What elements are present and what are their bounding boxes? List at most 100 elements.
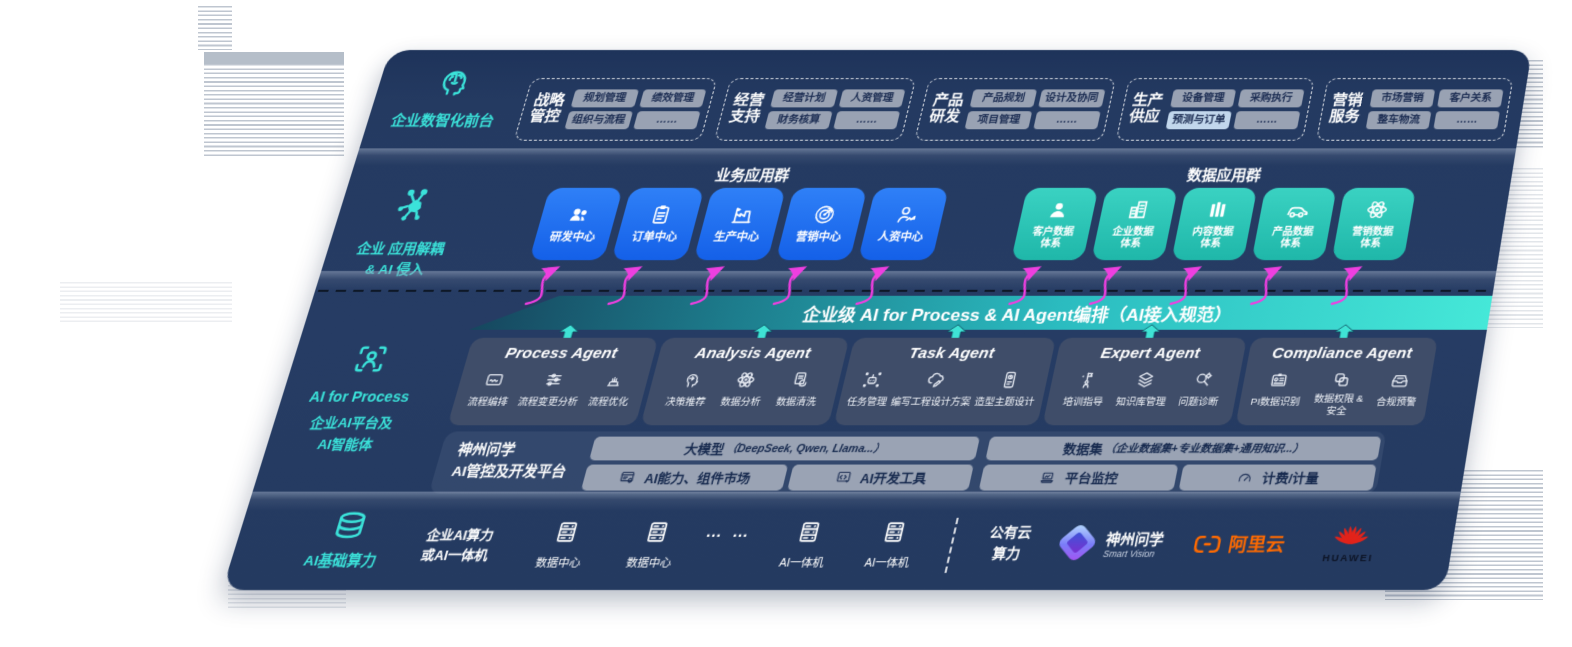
ai-label-zh1: 企业AI平台及: [279, 413, 424, 434]
card-rd-center: 研发中心: [529, 188, 623, 260]
compliance-agent: Compliance Agent PI数据识别 数据权限 & 安全 合规预警: [1235, 338, 1438, 425]
capability-label: 数据权限 & 安全: [1305, 394, 1370, 418]
cloud-edit-icon: [922, 369, 949, 390]
card-marketing-center: 营销中心: [776, 188, 868, 260]
node-label: 数据中心: [602, 555, 696, 571]
optimize-icon: [600, 369, 628, 390]
hr-icon: [890, 203, 921, 227]
design-icon: [996, 369, 1023, 390]
capability-label: 流程变更分析: [516, 394, 580, 408]
head-brain-icon: [430, 63, 479, 99]
capability-chip: 人资管理: [838, 89, 905, 107]
capability-label: 问题诊断: [1177, 394, 1220, 408]
capability-chip: 财务核算: [765, 111, 833, 129]
scanline-artifact: [204, 64, 344, 156]
server-icon: [792, 519, 825, 545]
model-bar-note: （DeepSeek, Qwen, Llama...）: [724, 441, 886, 457]
smart-vision-sub: Smart Vision: [1102, 548, 1162, 559]
capability-label: 流程编排: [466, 394, 510, 408]
capability-label: 合规预警: [1375, 394, 1417, 408]
platform-left-grid: 大模型 （DeepSeek, Qwen, Llama...） AI能力、组件市场…: [581, 437, 980, 491]
smart-vision-diamond-icon: [1057, 522, 1098, 562]
agent-title: Task Agent: [852, 345, 1050, 362]
datacenter-node: 数据中心: [511, 519, 615, 571]
group-operations: 经营支持 经营计划 人资管理 财务核算 ……: [714, 78, 916, 141]
vertical-dashed-divider: [944, 518, 958, 573]
target-icon: [808, 203, 840, 227]
card-label: 订单中心: [630, 232, 679, 245]
cloud-line2: 算力: [967, 543, 1046, 564]
card-hr-center: 人资中心: [858, 188, 949, 260]
dataset-bar-note: （企业数据集+专业数据集+通用知识...）: [1103, 441, 1305, 457]
model-bar: 大模型 （DeepSeek, Qwen, Llama...）: [589, 437, 980, 461]
capability-chip: 客户关系: [1438, 89, 1504, 107]
group-strategy: 战略管控 规划管理 绩效管理 组织与流程 ……: [514, 78, 718, 141]
capability-label: PI数据识别: [1250, 394, 1302, 408]
capability-label: 数据分析: [719, 394, 762, 408]
front-office-title: 企业数智化前台: [365, 110, 520, 130]
card-production-center: 生产中心: [694, 188, 786, 260]
server-icon: [640, 519, 673, 545]
card-enterprise-data: 企业数据体系: [1091, 188, 1178, 260]
ai-for-process-label: AI for Process 企业AI平台及 AI智能体: [272, 341, 445, 456]
capability-label: 数据清洗: [775, 394, 818, 408]
compute-row: AI基础算力 企业AI算力 或AI一体机 数据中心 数据中心 … … AI一体机…: [223, 508, 1458, 586]
row-divider: [354, 148, 1516, 165]
card-label: 客户数据体系: [1026, 227, 1078, 251]
agent-capability: 知识库管理: [1115, 369, 1172, 408]
agent-capability: 培训指导: [1062, 369, 1110, 408]
capability-chip: 项目管理: [965, 111, 1032, 129]
group-title: 战略管控: [526, 93, 567, 125]
enterprise-line2: 或AI一体机: [390, 546, 519, 566]
capability-label: 流程优化: [587, 394, 631, 408]
business-app-cards: 研发中心 订单中心 生产中心 营销中心 人资中心: [529, 188, 949, 260]
agent-capability: 决策推荐: [664, 369, 714, 408]
server-icon: [878, 519, 911, 545]
enterprise-compute-label: 企业AI算力 或AI一体机: [390, 526, 525, 566]
business-apps-header: 业务应用群: [551, 165, 955, 185]
ai-orchestration-band: 企业级 AI for Process & AI Agent编排（AI接入规范）: [469, 296, 1493, 330]
agent-capability: 流程编排: [466, 369, 517, 408]
permission-icon: [1329, 369, 1355, 390]
data-clean-icon: [788, 369, 815, 390]
scanline-artifact: [60, 282, 232, 322]
card-product-data: 产品数据体系: [1252, 188, 1337, 260]
ai-capability-market-cell: AI能力、组件市场: [581, 465, 788, 491]
server-icon: [550, 519, 584, 545]
capability-label: 编写工程设计方案: [890, 394, 973, 408]
capability-chip: 产品规划: [970, 89, 1037, 107]
atom-icon: [1362, 197, 1392, 221]
agent-capability: 合规预警: [1375, 369, 1421, 408]
node-label: AI一体机: [840, 555, 933, 571]
capability-chip: 设备管理: [1170, 89, 1237, 107]
agent-capability: 流程变更分析: [516, 369, 586, 408]
agent-capability: 问题诊断: [1177, 369, 1224, 408]
ai-dev-tools-cell: AI开发工具: [787, 465, 974, 491]
card-label: 生产中心: [712, 232, 760, 245]
agent-capability: 数据权限 & 安全: [1305, 369, 1374, 418]
platform-right-grid: 数据集 （企业数据集+专业数据集+通用知识...） 平台监控 计费/计量: [979, 437, 1382, 491]
card-order-center: 订单中心: [611, 188, 704, 260]
platform-name: 神州问学: [455, 440, 575, 462]
robot-icon: [859, 369, 886, 390]
platform-label: 神州问学 AI管控及开发平台: [449, 440, 575, 483]
agent-title: Process Agent: [469, 345, 654, 362]
capability-chip: 规划管理: [571, 89, 639, 107]
cell-label: AI开发工具: [858, 468, 929, 488]
layers-icon: [1132, 369, 1158, 390]
ellipsis: … …: [690, 523, 769, 541]
molecule-icon: [388, 186, 441, 225]
cell-label: 平台监控: [1063, 468, 1120, 488]
card-label: 企业数据体系: [1106, 227, 1158, 251]
capability-label: 任务管理: [846, 394, 889, 408]
compute-title: AI基础算力: [282, 548, 399, 569]
platform-monitor-cell: 平台监控: [979, 465, 1178, 491]
capability-chip: 采购执行: [1238, 89, 1304, 107]
id-card-icon: [1266, 369, 1292, 390]
huawei-petals-icon: [1332, 518, 1373, 545]
alibaba-name: 阿里云: [1226, 530, 1287, 556]
node-label: AI一体机: [755, 555, 848, 571]
group-title: 营销服务: [1327, 93, 1365, 125]
sliders-icon: [540, 369, 568, 390]
customer-icon: [1043, 197, 1074, 221]
